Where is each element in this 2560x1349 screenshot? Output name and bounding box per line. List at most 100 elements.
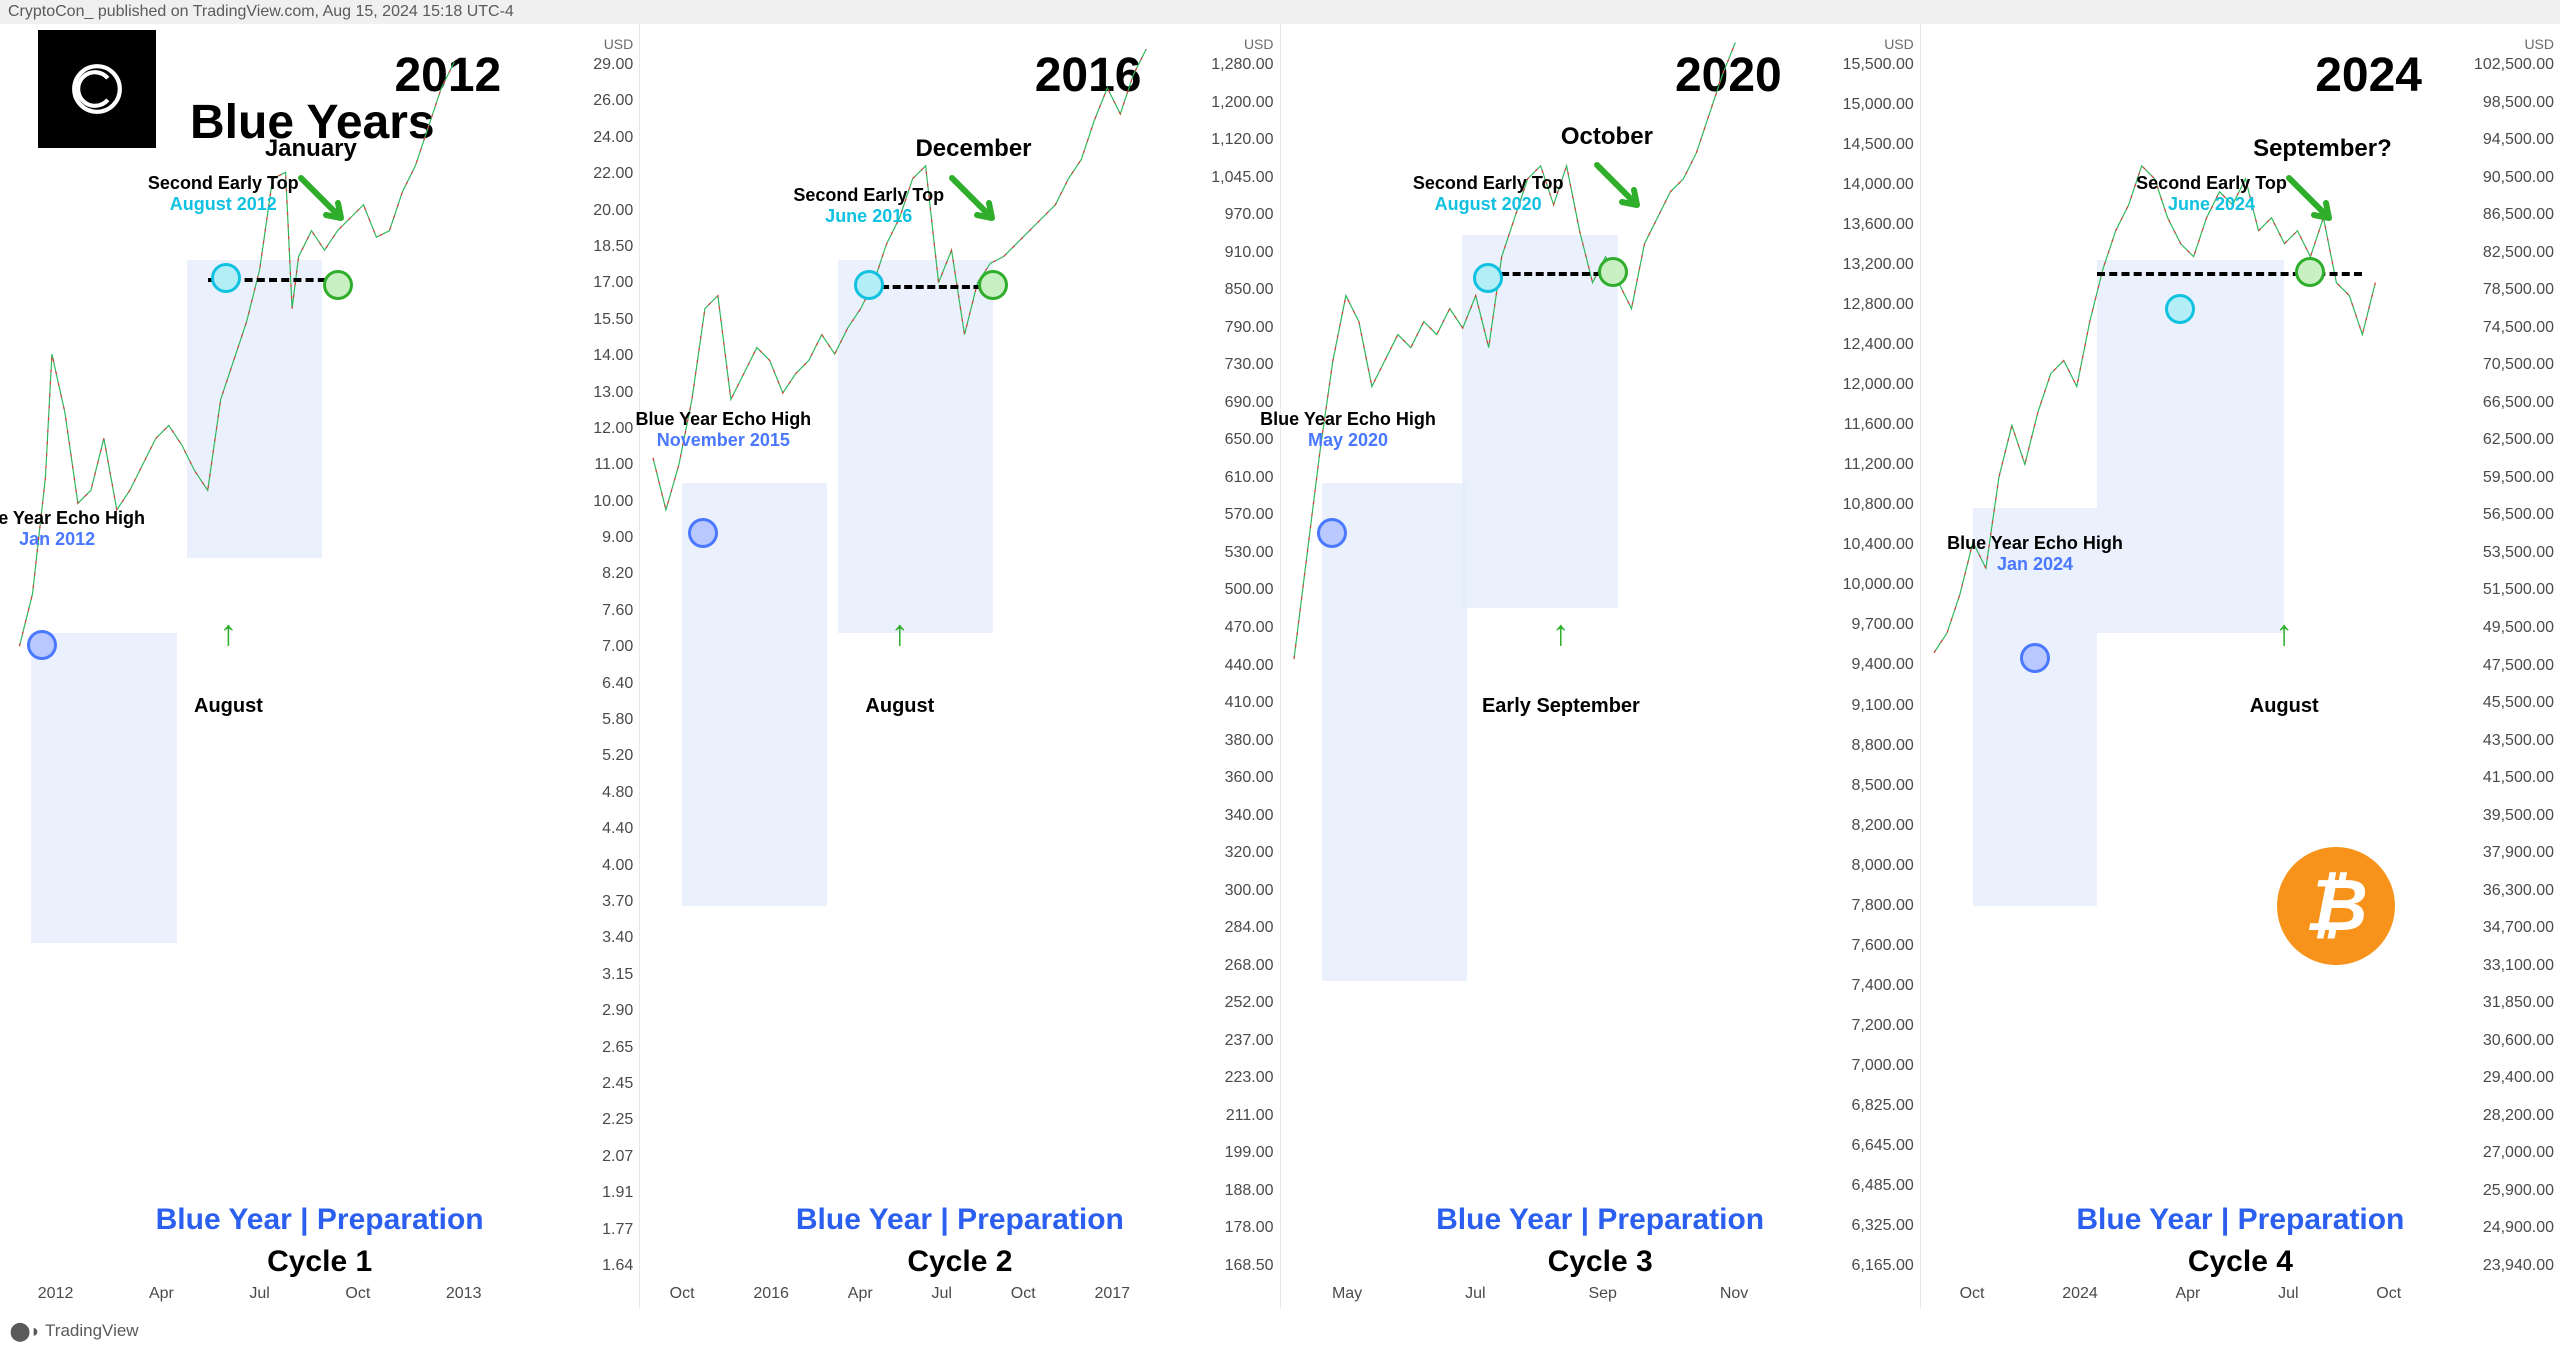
x-tick: 2016 bbox=[753, 1285, 789, 1303]
axis-currency: USD bbox=[604, 36, 640, 52]
x-tick: Oct bbox=[345, 1285, 370, 1303]
early-top-annotation: Second Early TopJune 2024 bbox=[2136, 173, 2287, 215]
echo-high-label-2: May 2020 bbox=[1260, 430, 1436, 451]
y-tick: 11,200.00 bbox=[1844, 456, 1914, 474]
y-tick: 10.00 bbox=[593, 493, 633, 511]
breakout-label: December bbox=[915, 135, 1031, 163]
y-tick: 18.50 bbox=[593, 238, 633, 256]
panel-2016: 2016USD1,280.001,200.001,120.001,045.009… bbox=[639, 24, 1279, 1309]
y-tick: 37,900.00 bbox=[2483, 844, 2554, 862]
y-tick: 86,500.00 bbox=[2483, 206, 2554, 224]
y-tick: 15,000.00 bbox=[1843, 96, 1914, 114]
x-tick: Apr bbox=[848, 1285, 873, 1303]
x-tick: 2013 bbox=[446, 1285, 482, 1303]
early-top-label-1: Second Early Top bbox=[793, 185, 944, 206]
y-tick: 970.00 bbox=[1225, 206, 1274, 224]
y-tick: 102,500.00 bbox=[2474, 56, 2554, 74]
y-tick: 5.20 bbox=[602, 747, 633, 765]
x-tick: Jul bbox=[249, 1285, 269, 1303]
x-tick: Oct bbox=[2376, 1285, 2401, 1303]
y-tick: 14.00 bbox=[593, 347, 633, 365]
y-tick: 1,200.00 bbox=[1211, 94, 1273, 112]
y-tick: 6.40 bbox=[602, 675, 633, 693]
y-tick: 730.00 bbox=[1225, 356, 1274, 374]
breakout-label: January bbox=[265, 135, 357, 163]
y-tick: 24.00 bbox=[593, 129, 633, 147]
publish-text: CryptoCon_ published on TradingView.com,… bbox=[8, 3, 514, 21]
early-top-annotation: Second Early TopAugust 2020 bbox=[1413, 173, 1564, 215]
low-arrow-icon: ↑ bbox=[1552, 612, 1570, 654]
y-tick: 28,200.00 bbox=[2483, 1107, 2554, 1125]
panel-2020: 2020USD15,500.0015,000.0014,500.0014,000… bbox=[1280, 24, 1920, 1309]
y-tick: 8,000.00 bbox=[1851, 857, 1913, 875]
y-tick: 360.00 bbox=[1225, 769, 1274, 787]
y-tick: 43,500.00 bbox=[2483, 732, 2554, 750]
y-tick: 1.91 bbox=[602, 1184, 633, 1202]
breakout-marker bbox=[978, 270, 1008, 300]
y-tick: 12,000.00 bbox=[1843, 376, 1914, 394]
y-tick: 3.70 bbox=[602, 893, 633, 911]
y-tick: 59,500.00 bbox=[2483, 469, 2554, 487]
y-tick: 8,800.00 bbox=[1851, 737, 1913, 755]
early-top-marker bbox=[1473, 263, 1503, 293]
early-top-annotation: Second Early TopAugust 2012 bbox=[148, 173, 299, 215]
y-tick: 6,485.00 bbox=[1851, 1177, 1913, 1195]
y-tick: 36,300.00 bbox=[2483, 882, 2554, 900]
y-tick: 41,500.00 bbox=[2483, 769, 2554, 787]
x-axis: MayJulSepNov bbox=[1281, 1279, 1800, 1309]
panel-2024: 2024USD102,500.0098,500.0094,500.0090,50… bbox=[1920, 24, 2560, 1309]
x-tick: Oct bbox=[1960, 1285, 1985, 1303]
y-tick: 39,500.00 bbox=[2483, 807, 2554, 825]
y-tick: 1,045.00 bbox=[1211, 169, 1273, 187]
y-tick: 10,400.00 bbox=[1843, 536, 1914, 554]
y-tick: 3.40 bbox=[602, 929, 633, 947]
breakout-arrow-icon bbox=[947, 173, 1007, 233]
y-tick: 410.00 bbox=[1225, 694, 1274, 712]
breakout-label: October bbox=[1561, 123, 1653, 151]
axis-currency: USD bbox=[1244, 36, 1280, 52]
low-label: August bbox=[2250, 695, 2319, 718]
y-tick: 8.20 bbox=[602, 565, 633, 583]
early-top-label-2: August 2012 bbox=[148, 194, 299, 215]
x-axis: 2012AprJulOct2013 bbox=[0, 1279, 519, 1309]
x-axis: Oct2024AprJulOct bbox=[1921, 1279, 2440, 1309]
y-tick: 62,500.00 bbox=[2483, 431, 2554, 449]
y-tick: 31,850.00 bbox=[2483, 994, 2554, 1012]
low-label: August bbox=[194, 695, 263, 718]
y-tick: 188.00 bbox=[1225, 1182, 1274, 1200]
phase-label: Blue Year | Preparation bbox=[0, 1203, 639, 1237]
bitcoin-logo-icon: ₿ bbox=[2277, 847, 2395, 965]
y-tick: 70,500.00 bbox=[2483, 356, 2554, 374]
y-tick: 340.00 bbox=[1225, 807, 1274, 825]
y-tick: 26.00 bbox=[593, 92, 633, 110]
y-tick: 4.00 bbox=[602, 857, 633, 875]
y-tick: 6,825.00 bbox=[1851, 1097, 1913, 1115]
y-tick: 610.00 bbox=[1225, 469, 1274, 487]
price-path bbox=[1281, 36, 1800, 685]
y-tick: 29.00 bbox=[593, 56, 633, 74]
y-tick: 74,500.00 bbox=[2483, 319, 2554, 337]
y-ticks: 15,500.0015,000.0014,500.0014,000.0013,6… bbox=[1800, 52, 1920, 1279]
y-tick: 29,400.00 bbox=[2483, 1069, 2554, 1087]
y-tick: 33,100.00 bbox=[2483, 957, 2554, 975]
y-ticks: 29.0026.0024.0022.0020.0018.5017.0015.50… bbox=[519, 52, 639, 1279]
footer-brand: ⬤◗ TradingView bbox=[0, 1313, 149, 1349]
axis-currency: USD bbox=[2524, 36, 2560, 52]
price-path bbox=[1921, 36, 2440, 685]
y-tick: 53,500.00 bbox=[2483, 544, 2554, 562]
echo-high-annotation: Blue Year Echo HighNovember 2015 bbox=[635, 409, 811, 451]
x-axis: Oct2016AprJulOct2017 bbox=[640, 1279, 1159, 1309]
y-tick: 14,000.00 bbox=[1843, 176, 1914, 194]
y-tick: 530.00 bbox=[1225, 544, 1274, 562]
chart-area: Blue Year Echo HighMay 2020Second Early … bbox=[1281, 36, 1800, 1279]
breakout-arrow-icon bbox=[2284, 173, 2344, 233]
y-tick: 10,800.00 bbox=[1843, 496, 1914, 514]
y-tick: 4.80 bbox=[602, 784, 633, 802]
y-tick: 7,200.00 bbox=[1851, 1017, 1913, 1035]
y-tick: 2.25 bbox=[602, 1111, 633, 1129]
y-tick: 2.07 bbox=[602, 1148, 633, 1166]
echo-high-label-2: Jan 2012 bbox=[0, 529, 145, 550]
echo-high-label-1: Blue Year Echo High bbox=[1947, 533, 2123, 554]
y-tick: 268.00 bbox=[1225, 957, 1274, 975]
y-tick: 9,400.00 bbox=[1851, 656, 1913, 674]
